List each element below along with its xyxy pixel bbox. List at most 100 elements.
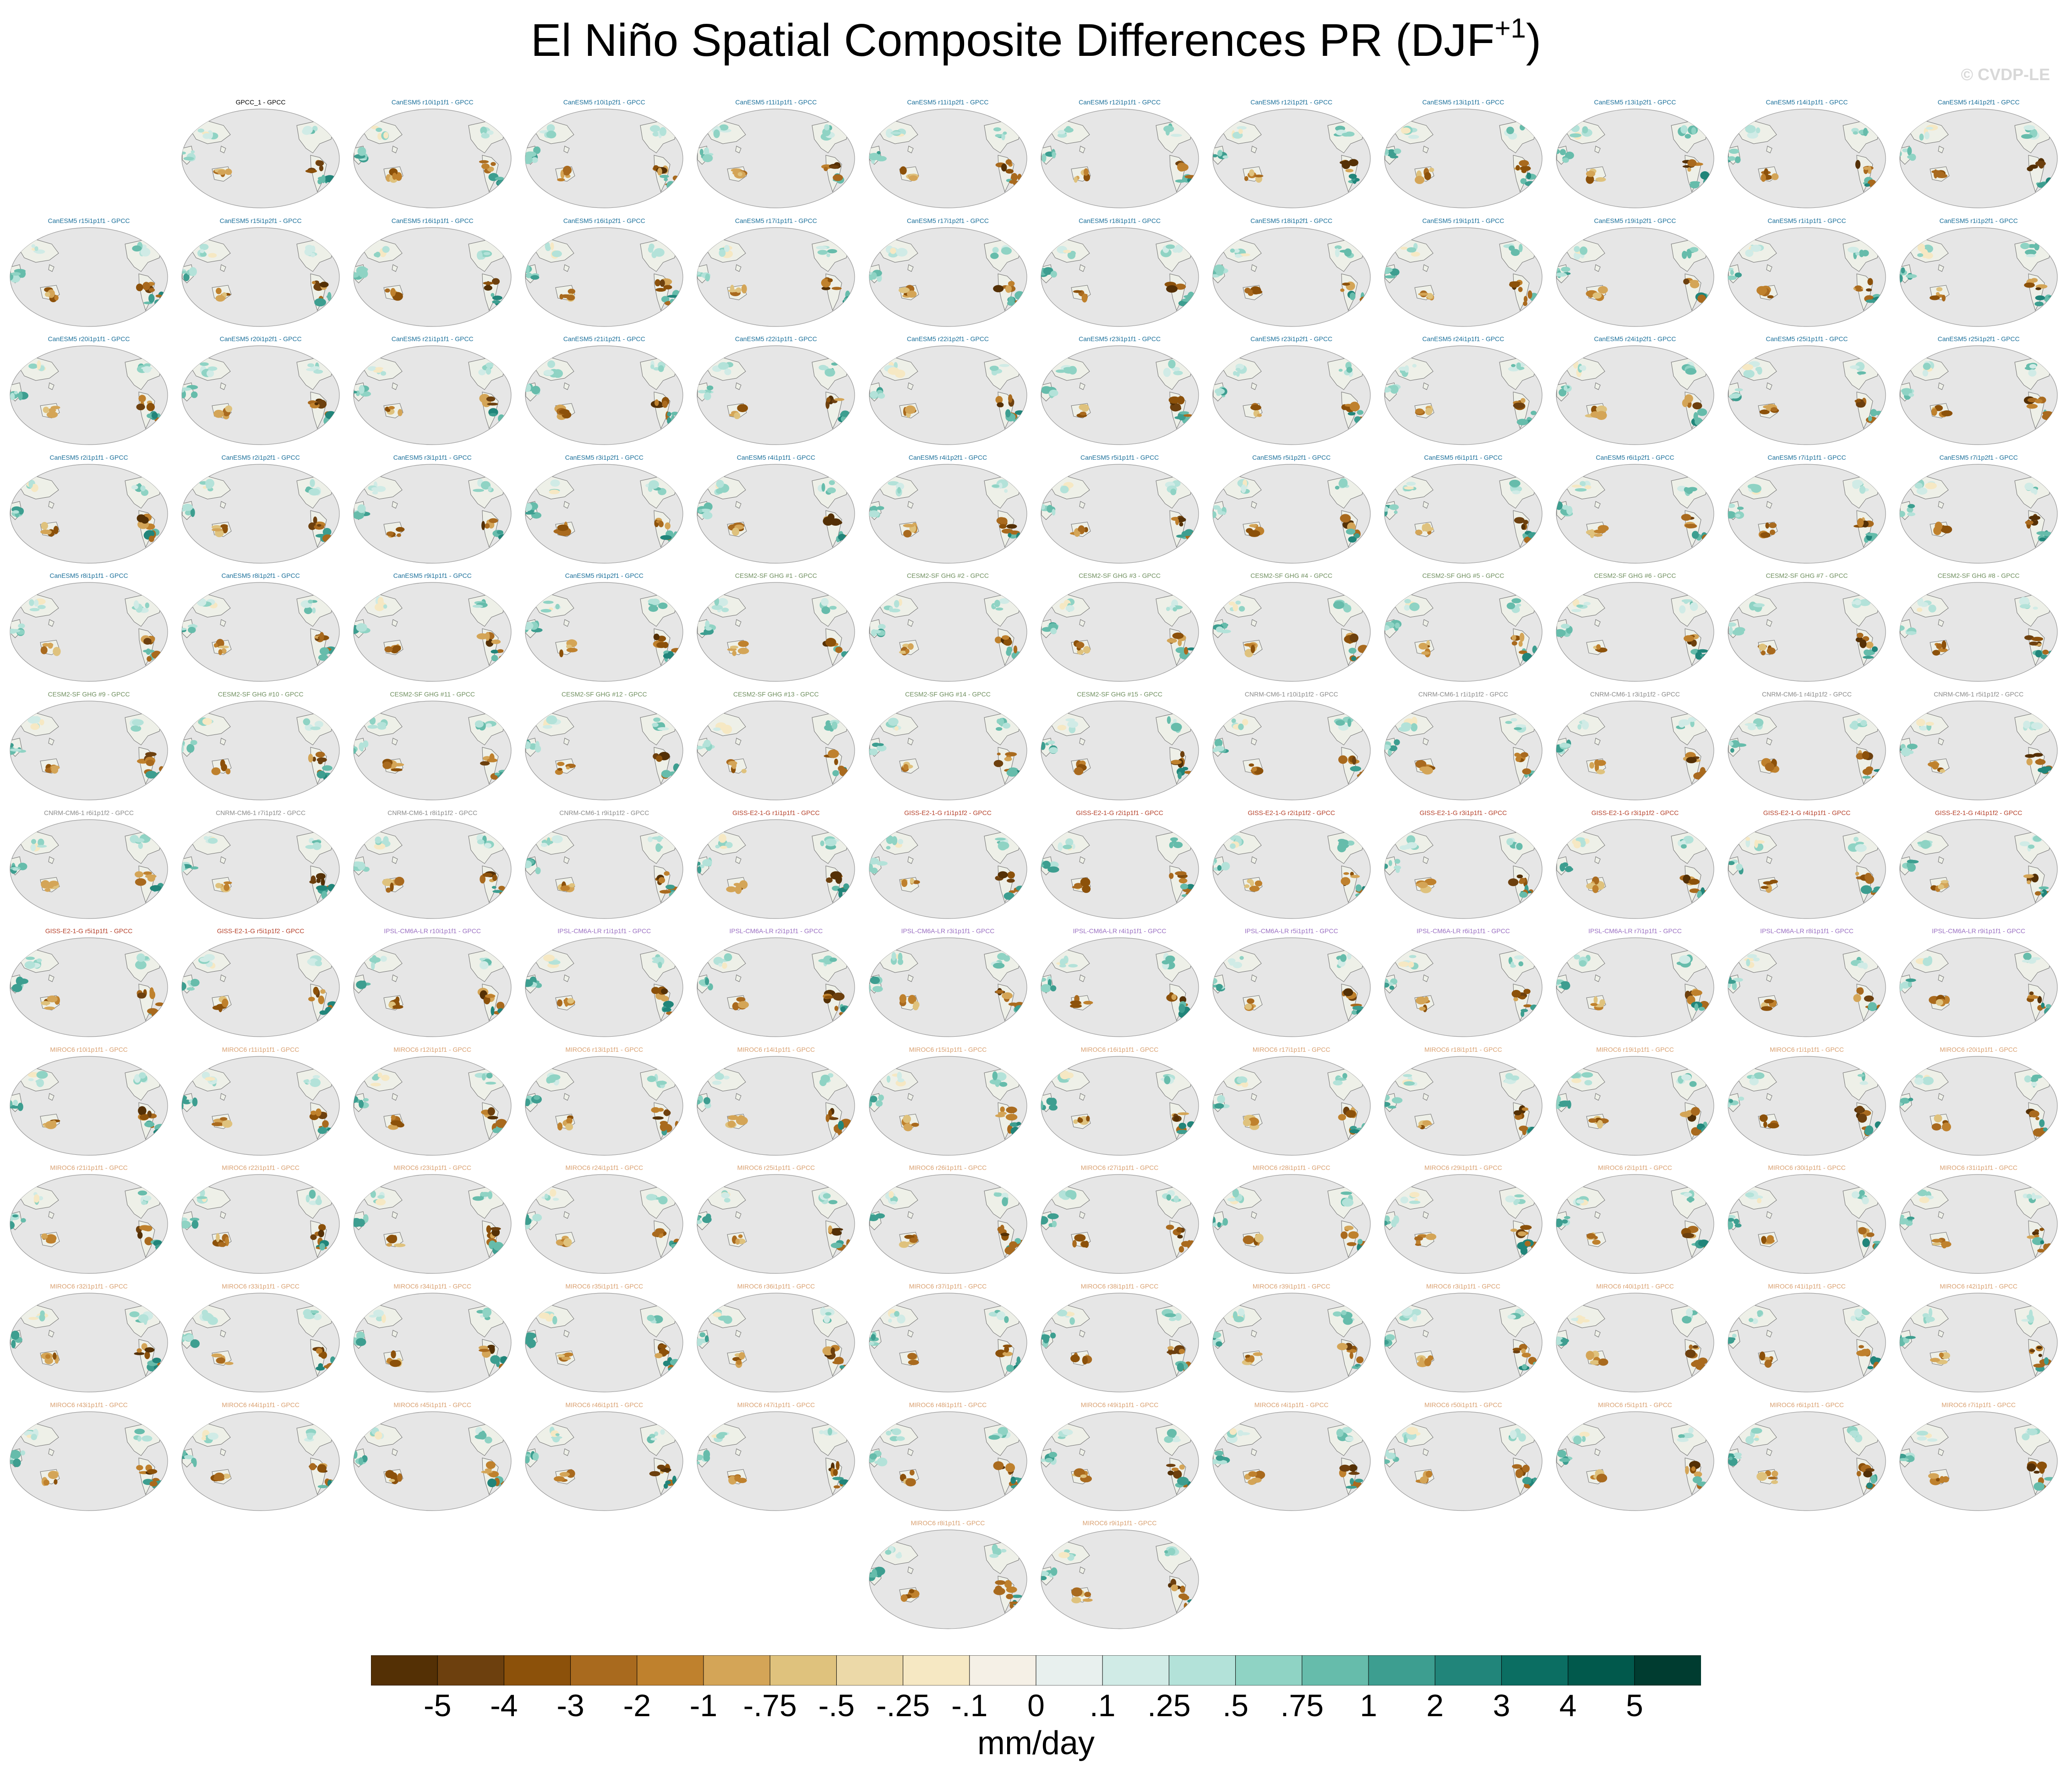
precip-anomaly-patch [724, 1198, 731, 1203]
precip-anomaly-patch [2035, 1116, 2039, 1120]
precip-anomaly-patch [1584, 1080, 1592, 1086]
precip-anomaly-patch [41, 880, 50, 888]
precip-anomaly-patch [147, 656, 152, 662]
precip-anomaly-patch [205, 478, 215, 488]
map-panel: CESM2-SF GHG #10 - GPCC [178, 690, 343, 805]
precip-anomaly-patch [994, 636, 1002, 644]
land-outline [907, 974, 914, 982]
precip-anomaly-patch [318, 1224, 326, 1231]
map-panel: CanESM5 r20i1p1f1 - GPCC [6, 335, 171, 449]
map-panel: CanESM5 r24i1p1f1 - GPCC [1381, 335, 1546, 449]
precip-anomaly-patch [1046, 505, 1053, 513]
map-panel-title: CESM2-SF GHG #13 - GPCC [733, 691, 819, 698]
precip-anomaly-patch [359, 1099, 364, 1108]
precip-anomaly-patch [739, 880, 748, 889]
precip-anomaly-patch [1058, 1190, 1067, 1199]
precip-anomaly-patch [659, 1349, 670, 1355]
precip-anomaly-patch [482, 1073, 486, 1081]
precip-anomaly-patch [1232, 1189, 1239, 1198]
globe-map [868, 1293, 1027, 1392]
precip-anomaly-patch [215, 294, 225, 302]
precip-anomaly-patch [1686, 995, 1696, 1005]
precip-anomaly-patch [1702, 654, 1709, 662]
precip-anomaly-patch [719, 124, 729, 131]
precip-anomaly-patch [652, 723, 659, 727]
precip-anomaly-patch [551, 835, 563, 843]
precip-anomaly-patch [1047, 1213, 1059, 1220]
precip-anomaly-patch [1051, 509, 1055, 516]
precip-anomaly-patch [1179, 996, 1186, 1003]
precip-anomaly-patch [1238, 723, 1244, 730]
precip-anomaly-patch [1559, 149, 1566, 155]
precip-anomaly-patch [311, 1310, 319, 1314]
precip-anomaly-patch [2027, 995, 2039, 999]
land-outline [1423, 501, 1429, 509]
precip-anomaly-patch [845, 1245, 850, 1250]
precip-anomaly-patch [1747, 954, 1757, 958]
precip-anomaly-patch [829, 606, 837, 610]
precip-anomaly-patch [1179, 522, 1183, 527]
precip-anomaly-patch [48, 642, 53, 649]
precip-anomaly-patch [496, 180, 508, 186]
precip-anomaly-patch [1941, 1122, 1951, 1131]
precip-anomaly-patch [218, 649, 223, 656]
precip-anomaly-patch [1941, 641, 1947, 650]
chart-title-superscript: +1 [1494, 13, 1526, 43]
land-outline [563, 1330, 570, 1338]
precip-anomaly-patch [1062, 844, 1072, 849]
precip-anomaly-patch [1333, 601, 1344, 609]
map-panel: MIROC6 r29i1p1f1 - GPCC [1381, 1164, 1546, 1278]
map-panel-title: CanESM5 r3i1p2f1 - GPCC [565, 453, 643, 461]
precip-anomaly-patch [543, 370, 554, 376]
precip-anomaly-patch [1924, 252, 1933, 259]
precip-anomaly-patch [185, 510, 192, 516]
precip-anomaly-patch [1559, 1100, 1571, 1105]
precip-anomaly-patch [1387, 1105, 1396, 1109]
precip-anomaly-patch [839, 767, 848, 777]
precip-anomaly-patch [1679, 605, 1686, 614]
land-outline [220, 974, 226, 982]
precip-anomaly-patch [667, 294, 678, 298]
precip-anomaly-patch [144, 1347, 155, 1353]
map-panel: CESM2-SF GHG #1 - GPCC [693, 571, 858, 686]
precip-anomaly-patch [540, 609, 552, 613]
precip-anomaly-patch [1936, 292, 1940, 295]
precip-anomaly-patch [661, 770, 671, 778]
precip-anomaly-patch [393, 1235, 398, 1242]
precip-anomaly-patch [1937, 884, 1945, 890]
land-outline [1079, 146, 1085, 153]
land-outline [1251, 619, 1257, 627]
precip-anomaly-patch [546, 130, 556, 139]
precip-anomaly-patch [565, 1123, 573, 1131]
precip-anomaly-patch [821, 1074, 830, 1082]
precip-anomaly-patch [722, 962, 728, 969]
precip-anomaly-patch [1235, 962, 1242, 968]
land-outline [1766, 146, 1772, 153]
precip-anomaly-patch [1759, 292, 1765, 295]
precip-anomaly-patch [668, 1367, 675, 1371]
precip-anomaly-patch [1870, 892, 1881, 895]
land-outline [1079, 1211, 1085, 1219]
precip-anomaly-patch [2043, 531, 2052, 537]
precip-anomaly-patch [897, 487, 901, 494]
precip-anomaly-patch [386, 1243, 393, 1247]
map-panel-title: IPSL-CM6A-LR r9i1p1f1 - GPCC [1932, 927, 2026, 935]
precip-anomaly-patch [1417, 881, 1428, 888]
map-panel-title: CanESM5 r8i1p1f1 - GPCC [49, 572, 128, 580]
map-panel: MIROC6 r11i1p1f1 - GPCC [178, 1045, 343, 1160]
precip-anomaly-patch [1916, 608, 1923, 612]
map-panel-title: MIROC6 r13i1p1f1 - GPCC [565, 1045, 643, 1053]
precip-anomaly-patch [484, 843, 492, 848]
precip-anomaly-patch [485, 632, 490, 641]
globe-map [1899, 109, 2058, 208]
precip-anomaly-patch [310, 366, 321, 370]
land-outline [220, 146, 226, 153]
precip-anomaly-patch [1868, 1002, 1877, 1011]
precip-anomaly-patch [356, 623, 367, 632]
map-panel-title: MIROC6 r12i1p1f1 - GPCC [393, 1045, 471, 1053]
precip-anomaly-patch [1683, 278, 1690, 284]
precip-anomaly-patch [313, 987, 319, 995]
precip-anomaly-patch [2029, 364, 2037, 369]
precip-anomaly-patch [1729, 148, 1739, 154]
precip-anomaly-patch [1173, 370, 1183, 375]
